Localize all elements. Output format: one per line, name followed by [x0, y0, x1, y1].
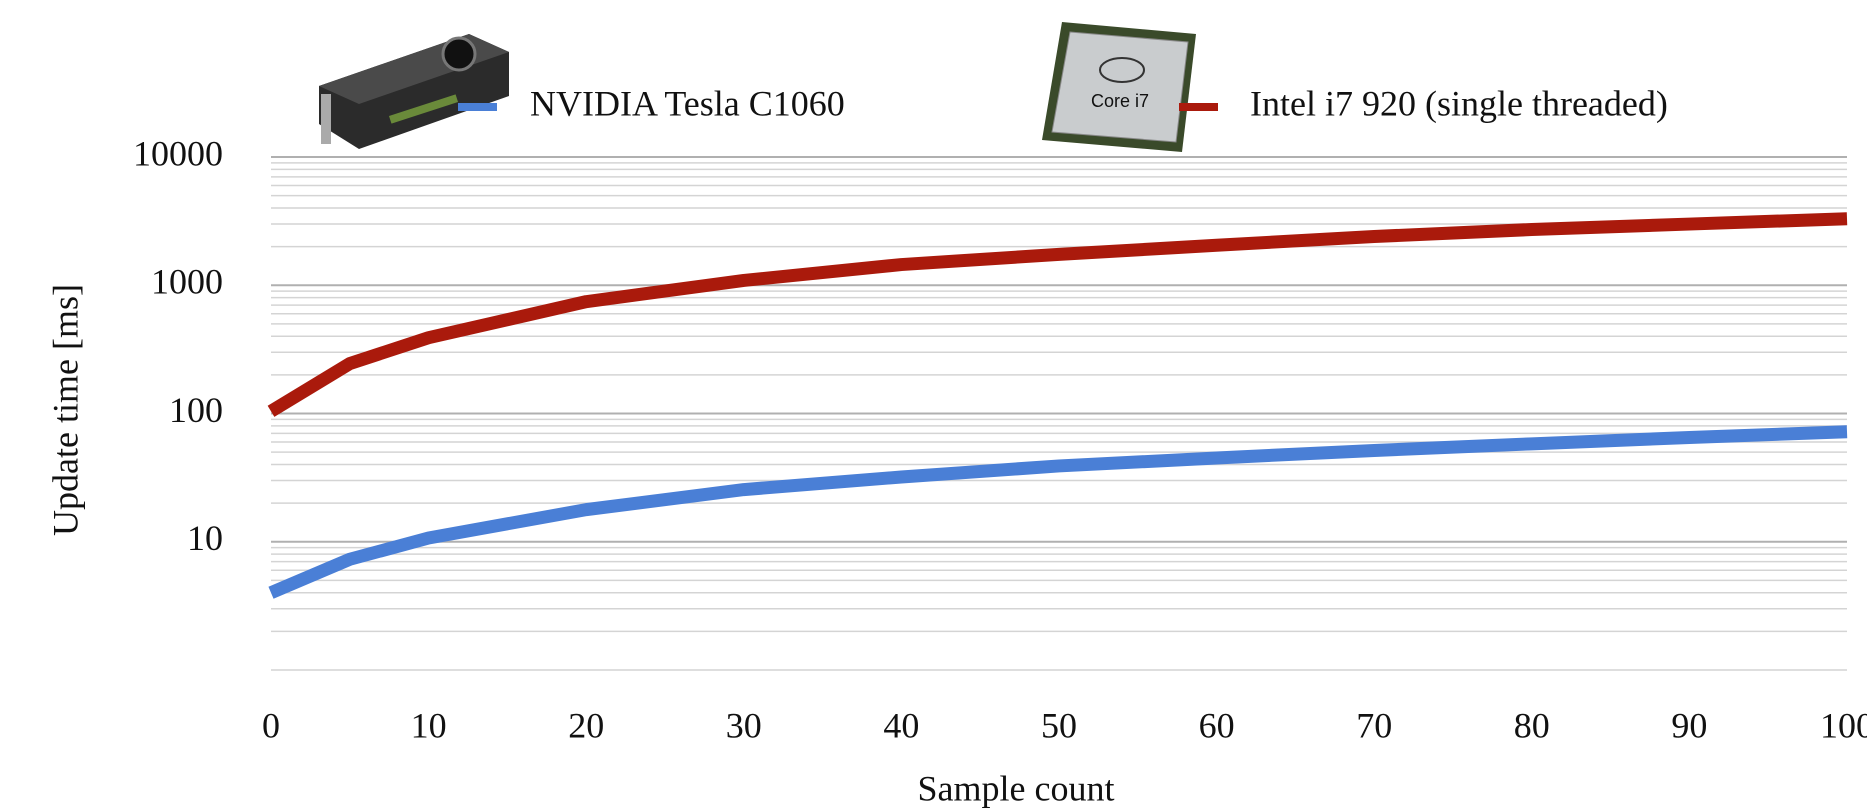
y-tick-label: 10000: [133, 133, 223, 173]
x-tick-label: 10: [411, 705, 447, 745]
gpu-icon: [319, 34, 509, 149]
x-tick-label: 30: [726, 705, 762, 745]
x-axis-title: Sample count: [918, 768, 1115, 808]
x-tick-label: 100: [1820, 705, 1867, 745]
x-tick-label: 20: [568, 705, 604, 745]
x-tick-label: 50: [1041, 705, 1077, 745]
x-tick-label: 80: [1514, 705, 1550, 745]
series-line: [268, 425, 1848, 599]
y-tick-label: 1000: [151, 262, 223, 302]
x-tick-label: 0: [262, 705, 280, 745]
y-tick-label: 100: [169, 390, 223, 430]
x-tick-label: 90: [1671, 705, 1707, 745]
cpu-icon: Core i7: [1042, 22, 1196, 152]
svg-text:Core i7: Core i7: [1091, 91, 1149, 111]
legend-label: NVIDIA Tesla C1060: [530, 83, 845, 123]
y-axis-title: Update time [ms]: [45, 284, 85, 536]
x-tick-label: 60: [1199, 705, 1235, 745]
x-tick-label: 70: [1356, 705, 1392, 745]
legend-label: Intel i7 920 (single threaded): [1250, 83, 1668, 123]
series-line: [267, 212, 1848, 417]
x-tick-label: 40: [883, 705, 919, 745]
y-tick-label: 10: [187, 518, 223, 558]
